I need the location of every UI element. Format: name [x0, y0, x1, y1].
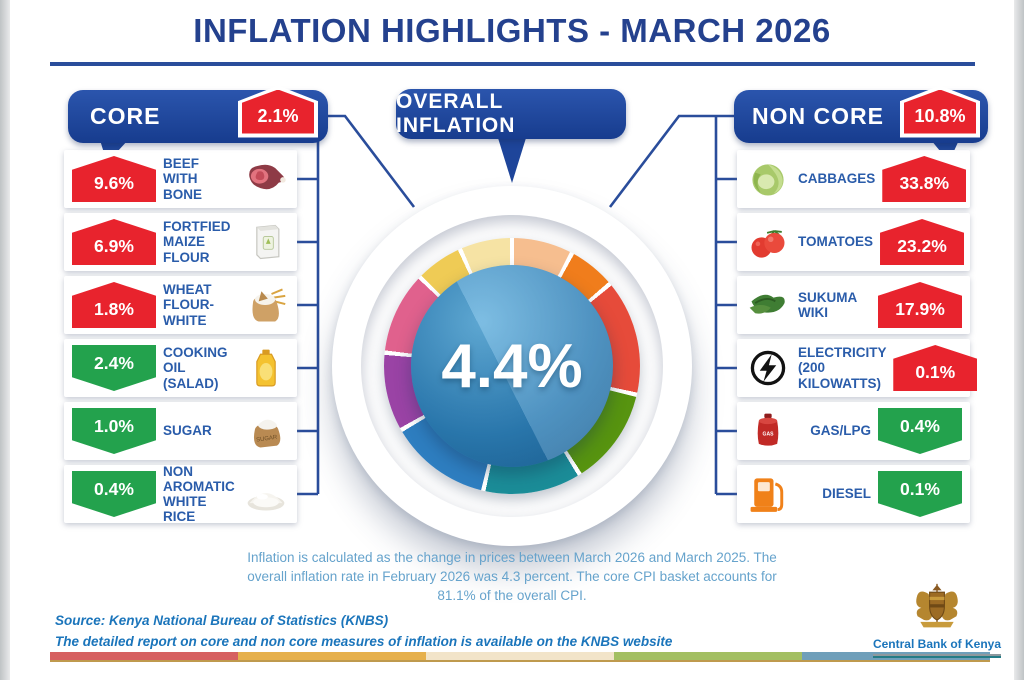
source-note: Source: Kenya National Bureau of Statist… — [55, 611, 672, 653]
item-label: GAS/LPG — [810, 423, 871, 439]
central-bank-logo: Central Bank of Kenya — [866, 582, 1008, 658]
core-item-beef: 9.6% BEEF WITH BONE — [64, 150, 297, 208]
donut-groove-ring: 4.4% — [361, 215, 663, 517]
change-badge: 0.1% — [893, 345, 978, 391]
change-badge: 2.4% — [72, 345, 156, 391]
donut-center-disc: 4.4% — [411, 265, 613, 467]
change-badge: 0.4% — [72, 471, 156, 517]
core-item-wheat-flour: 1.8% WHEAT FLOUR- WHITE — [64, 276, 297, 334]
left-edge-shadow — [0, 0, 10, 680]
change-badge: 1.0% — [72, 408, 156, 454]
non-core-item-electricity: ELECTRICITY (200 Kilowatts) 0.1% — [737, 339, 978, 397]
item-label: COOKING OIL (SALAD) — [163, 345, 228, 391]
core-item-white-rice: 0.4% NON AROMATIC WHITE RICE — [64, 463, 297, 525]
overall-inflation-label: OVERALL INFLATION — [396, 90, 516, 137]
non-core-change-badge: 10.8% — [900, 85, 980, 138]
core-header: CORE 2.1% — [68, 85, 328, 143]
footer-stripe-underline — [50, 660, 990, 662]
change-badge: 17.9% — [878, 282, 962, 328]
sugar-icon: SUGAR — [243, 408, 289, 454]
item-label: WHEAT FLOUR- WHITE — [163, 282, 214, 328]
item-label: SUGAR — [163, 423, 212, 439]
item-label: SUKUMA WIKI — [798, 289, 857, 320]
non-core-item-sukuma-wiki: SUKUMA WIKI 17.9% — [737, 276, 970, 334]
title-underline — [50, 62, 975, 66]
item-label: FORTFIED MAIZE FLOUR — [163, 219, 231, 265]
tomato-icon — [745, 219, 791, 265]
cbk-logo-text: Central Bank of Kenya — [872, 637, 1002, 651]
cbk-crest-icon — [916, 583, 958, 628]
non-core-item-cabbages: CABBAGES 33.8% — [737, 150, 970, 208]
gas-cylinder-icon: GAS — [745, 408, 791, 454]
source-line-2: The detailed report on core and non core… — [55, 633, 673, 649]
core-item-sugar: 1.0% SUGAR SUGAR — [64, 402, 297, 460]
item-label: BEEF WITH BONE — [163, 156, 203, 202]
electricity-icon — [745, 345, 791, 391]
change-badge: 0.4% — [878, 408, 962, 454]
svg-text:SUGAR: SUGAR — [256, 435, 278, 444]
core-item-maize-flour: 6.9% FORTFIED MAIZE FLOUR — [64, 213, 297, 271]
change-badge: 33.8% — [882, 156, 967, 202]
rice-icon — [243, 471, 289, 517]
item-label: DIESEL — [822, 486, 871, 502]
core-item-cooking-oil: 2.4% COOKING OIL (SALAD) — [64, 339, 297, 397]
non-core-item-gas-lpg: GAS GAS/LPG 0.4% — [737, 402, 970, 460]
core-value: 2.1% — [257, 105, 299, 126]
methodology-note: Inflation is calculated as the change in… — [247, 550, 777, 603]
non-core-item-tomatoes: TOMATOES 23.2% — [737, 213, 970, 271]
cabbage-icon — [745, 156, 791, 202]
non-core-item-diesel: DIESEL 0.1% — [737, 465, 970, 523]
sukuma-wiki-icon — [745, 282, 791, 328]
diesel-pump-icon — [745, 471, 791, 517]
change-badge: 9.6% — [72, 156, 156, 202]
non-core-header-label: NON CORE — [752, 103, 884, 129]
non-core-header: NON CORE 10.8% — [734, 85, 988, 143]
cbk-logo-rule — [873, 654, 1001, 658]
item-label: ELECTRICITY (200 Kilowatts) — [798, 345, 887, 391]
change-badge: 23.2% — [880, 219, 965, 265]
core-change-badge: 2.1% — [238, 85, 318, 138]
item-label: NON AROMATIC WHITE RICE — [163, 463, 235, 525]
change-badge: 0.1% — [878, 471, 962, 517]
item-label: CABBAGES — [798, 171, 876, 187]
overall-inflation-donut: 4.4% — [332, 186, 692, 546]
overall-inflation-value: 4.4% — [441, 331, 583, 401]
overall-inflation-header: OVERALL INFLATION — [396, 89, 626, 139]
core-header-label: CORE — [90, 103, 161, 129]
beef-icon — [243, 156, 289, 202]
change-badge: 1.8% — [72, 282, 156, 328]
svg-text:GAS: GAS — [763, 432, 775, 438]
wheat-flour-icon — [243, 282, 289, 328]
non-core-value: 10.8% — [914, 105, 966, 126]
right-edge-shadow — [1014, 0, 1024, 680]
maize-flour-icon — [243, 219, 289, 265]
source-line-1: Source: Kenya National Bureau of Statist… — [55, 613, 389, 628]
change-badge: 6.9% — [72, 219, 156, 265]
footer-color-stripe — [50, 652, 990, 660]
page-title: INFLATION HIGHLIGHTS - MARCH 2026 — [193, 12, 831, 49]
cooking-oil-icon — [243, 345, 289, 391]
item-label: TOMATOES — [798, 234, 874, 250]
